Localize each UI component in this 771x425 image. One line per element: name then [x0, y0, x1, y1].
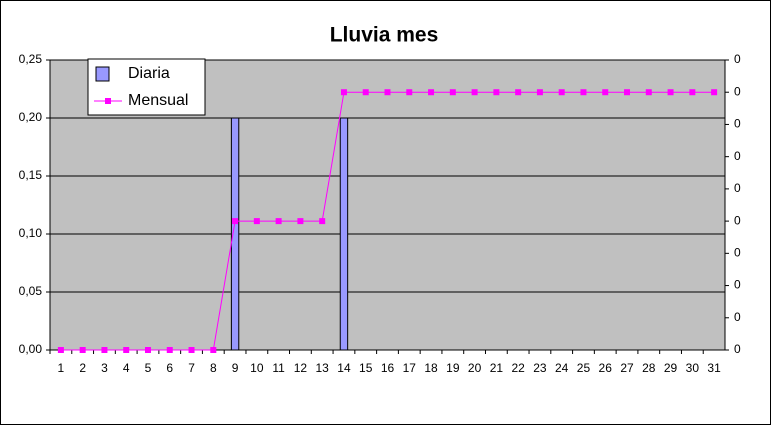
line-marker — [428, 89, 435, 96]
y2-tick-label: 0 — [734, 149, 741, 163]
y-tick-label: 0,25 — [19, 52, 43, 66]
y2-tick-label: 0 — [734, 310, 741, 324]
legend-marker — [105, 98, 111, 104]
line-marker — [645, 89, 652, 96]
line-marker — [166, 347, 173, 353]
line-marker — [602, 89, 609, 96]
y-tick-label: 0,10 — [19, 226, 43, 240]
line-marker — [406, 89, 413, 96]
line-marker — [319, 218, 326, 225]
x-tick-label: 12 — [294, 361, 308, 375]
x-tick-label: 27 — [620, 361, 634, 375]
x-tick-label: 29 — [664, 361, 678, 375]
x-tick-label: 24 — [555, 361, 569, 375]
y2-tick-label: 0 — [734, 52, 741, 66]
x-tick-label: 30 — [686, 361, 700, 375]
x-tick-label: 26 — [599, 361, 613, 375]
line-marker — [57, 347, 64, 353]
line-marker — [144, 347, 151, 353]
y2-tick-label: 0 — [734, 117, 741, 131]
x-tick-label: 3 — [101, 361, 108, 375]
line-marker — [558, 89, 565, 96]
line-marker — [362, 89, 369, 96]
y2-tick-label: 0 — [734, 181, 741, 195]
line-marker — [188, 347, 195, 353]
x-tick-label: 21 — [490, 361, 504, 375]
x-tick-label: 9 — [232, 361, 239, 375]
y2-tick-label: 0 — [734, 246, 741, 260]
chart-title: Lluvia mes — [330, 24, 439, 47]
x-tick-label: 16 — [381, 361, 395, 375]
x-tick-label: 4 — [123, 361, 130, 375]
x-tick-label: 1 — [58, 361, 65, 375]
bar — [230, 117, 240, 351]
line-marker — [711, 89, 718, 96]
line-marker — [471, 89, 478, 96]
legend-swatch — [95, 66, 110, 82]
x-tick-label: 22 — [511, 361, 525, 375]
x-tick-label: 31 — [707, 361, 721, 375]
line-marker — [253, 218, 260, 225]
line-marker — [101, 347, 108, 353]
y-tick-label: 0,05 — [19, 284, 43, 298]
y-tick-label: 0,00 — [19, 342, 43, 356]
x-tick-label: 7 — [188, 361, 195, 375]
x-tick-label: 18 — [424, 361, 438, 375]
x-tick-label: 2 — [79, 361, 86, 375]
x-tick-label: 5 — [145, 361, 152, 375]
legend-label: Mensual — [128, 92, 188, 109]
x-tick-label: 10 — [250, 361, 264, 375]
y-tick-label: 0,15 — [19, 168, 43, 182]
line-marker — [515, 89, 522, 96]
line-marker — [449, 89, 456, 96]
y2-tick-label: 0 — [734, 342, 741, 356]
y-tick-label: 0,20 — [19, 110, 43, 124]
x-tick-label: 13 — [315, 361, 329, 375]
line-marker — [667, 89, 674, 96]
line-marker — [384, 89, 391, 96]
x-tick-label: 8 — [210, 361, 217, 375]
line-marker — [210, 347, 217, 353]
line-marker — [580, 89, 587, 96]
y2-tick-label: 0 — [734, 278, 741, 292]
legend-label: Diaria — [128, 65, 170, 82]
x-tick-label: 11 — [272, 361, 285, 375]
x-tick-label: 19 — [446, 361, 460, 375]
line-marker — [123, 347, 130, 353]
line-marker — [689, 89, 696, 96]
line-marker — [232, 218, 239, 225]
x-tick-label: 25 — [577, 361, 591, 375]
x-tick-label: 28 — [642, 361, 656, 375]
y2-tick-label: 0 — [734, 84, 741, 98]
line-marker — [79, 347, 86, 353]
x-tick-label: 15 — [359, 361, 373, 375]
line-marker — [536, 89, 543, 96]
y2-tick-label: 0 — [734, 213, 741, 227]
x-tick-label: 17 — [403, 361, 417, 375]
x-tick-label: 20 — [468, 361, 482, 375]
bar — [339, 117, 349, 351]
line-marker — [493, 89, 500, 96]
x-tick-label: 14 — [337, 361, 351, 375]
x-tick-label: 6 — [166, 361, 173, 375]
x-tick-label: 23 — [533, 361, 547, 375]
line-marker — [275, 218, 282, 225]
line-marker — [624, 89, 631, 96]
line-marker — [297, 218, 304, 225]
line-marker — [340, 89, 347, 96]
